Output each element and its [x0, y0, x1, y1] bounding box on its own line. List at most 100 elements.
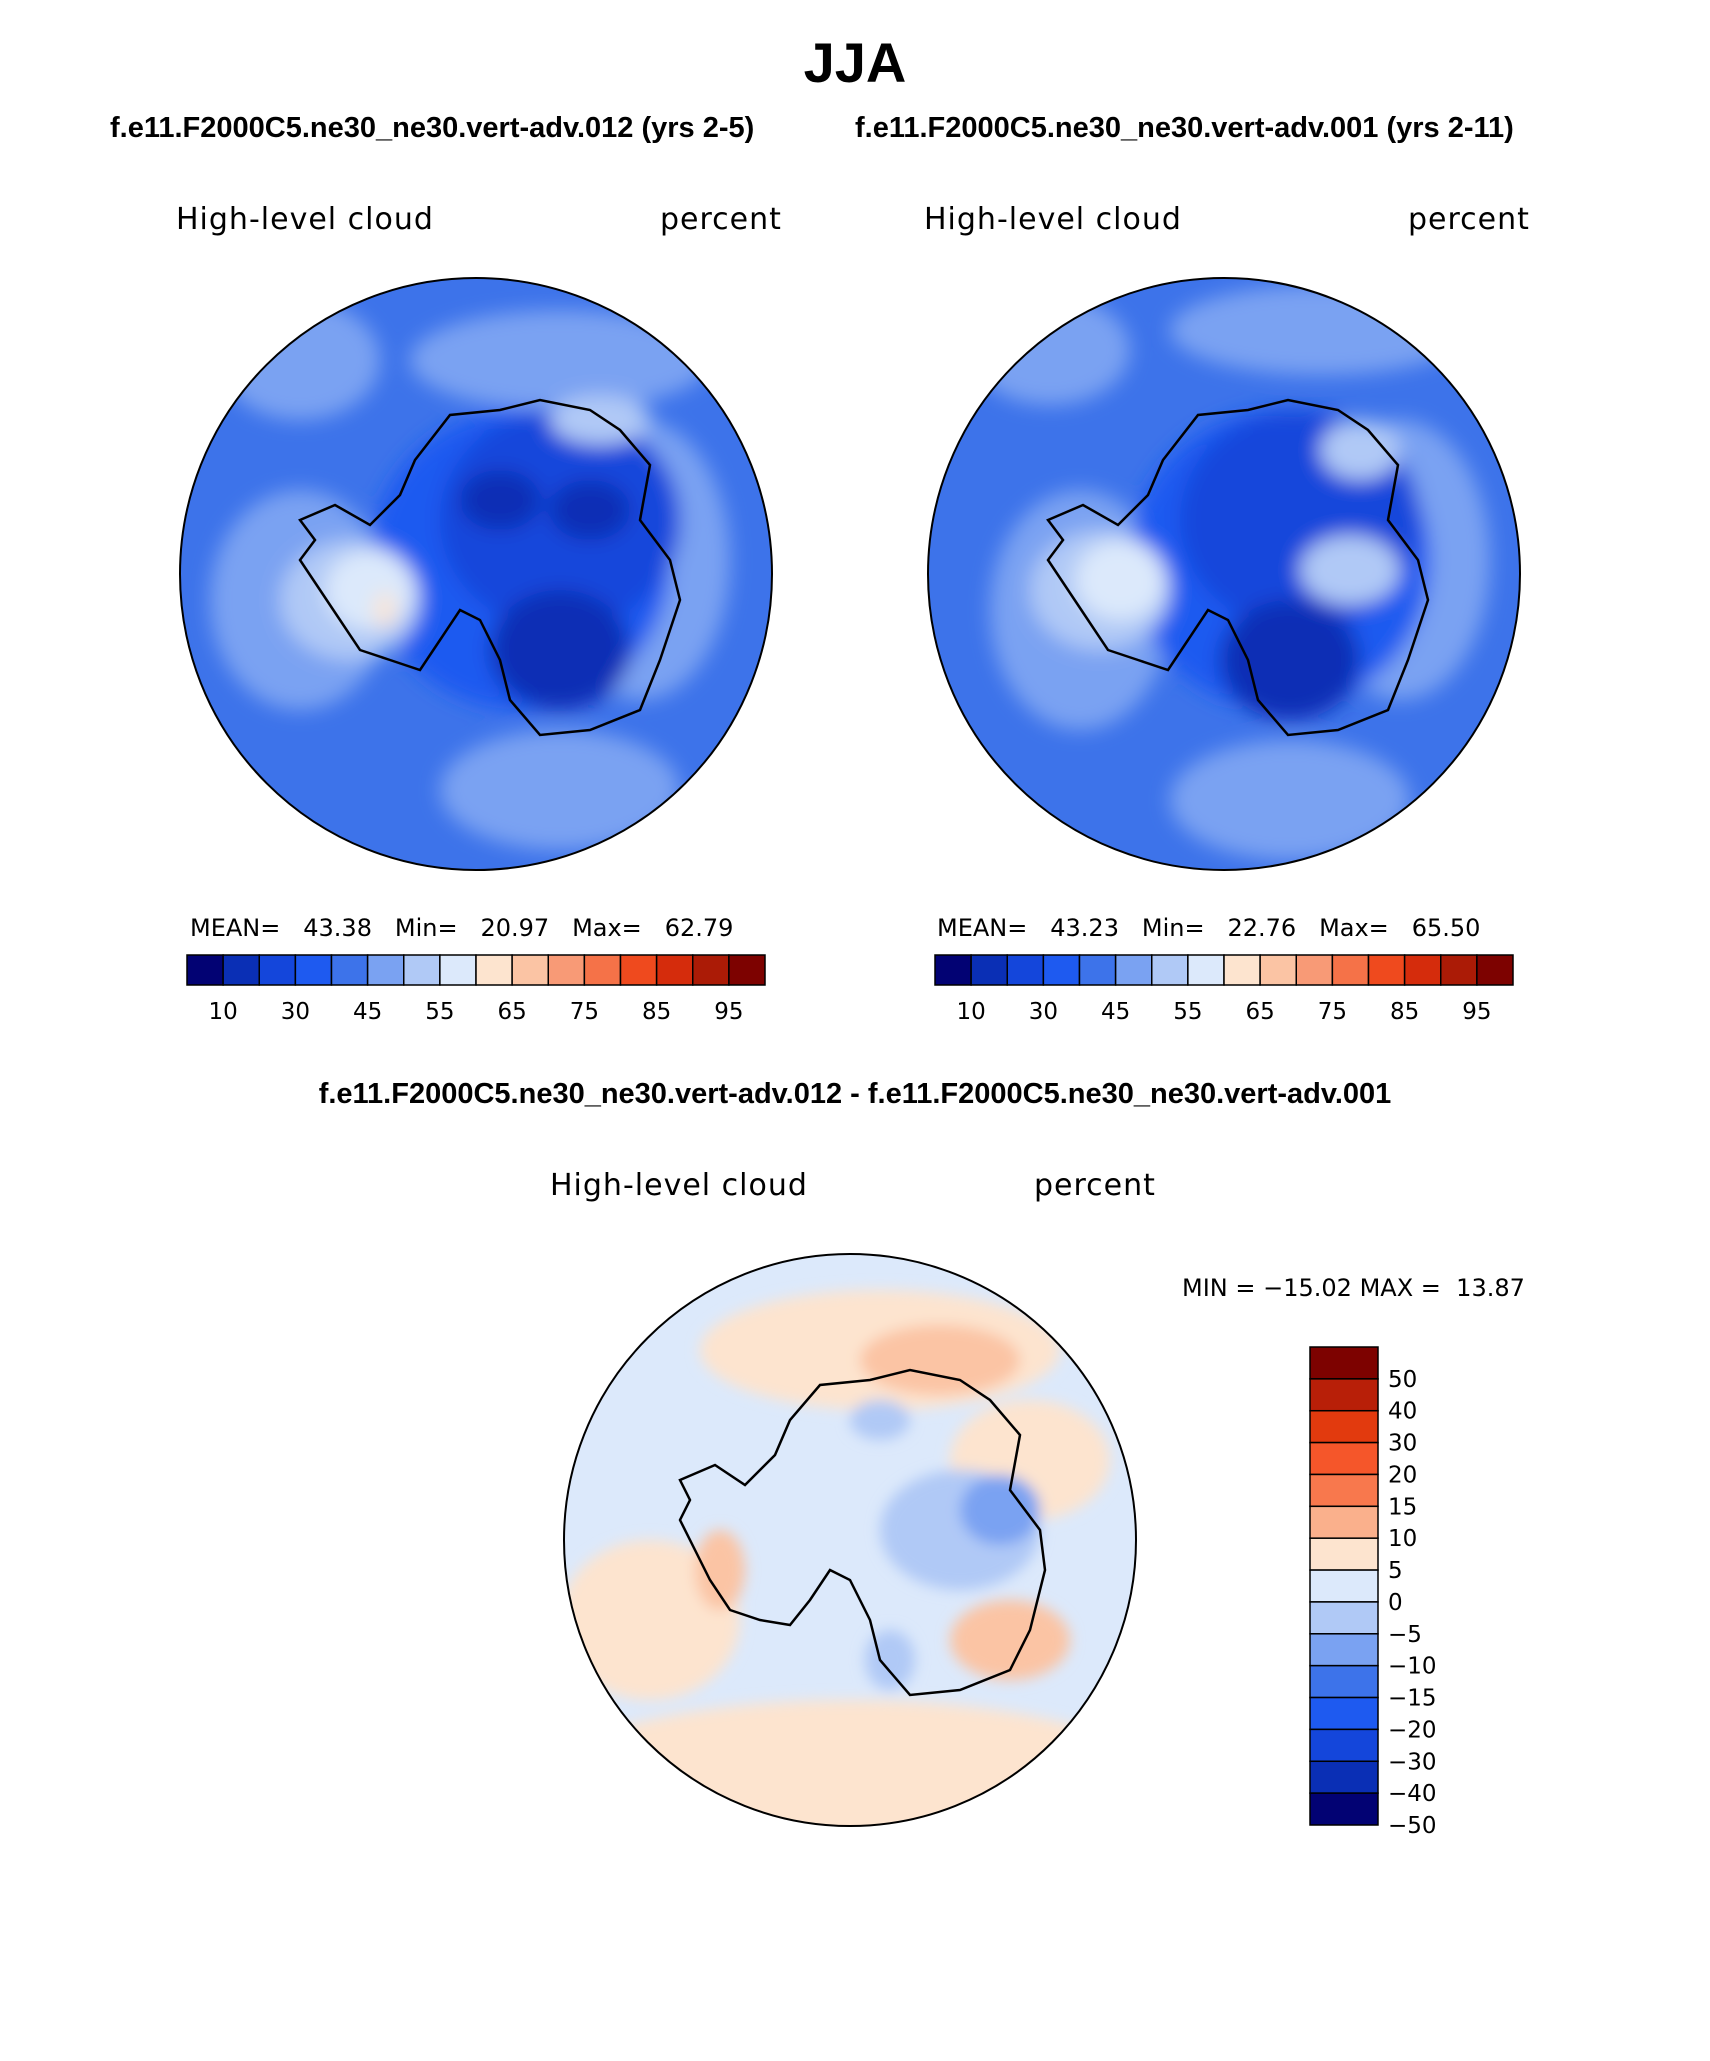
colorbar-tick-label: 65 [1245, 999, 1274, 1025]
colorbar-tick-label: −40 [1388, 1781, 1437, 1807]
panel2-units-label: percent [1408, 202, 1530, 237]
colorbar-swatch [1078, 954, 1117, 986]
colorbar-swatch [1006, 954, 1045, 986]
colorbar-swatch [1367, 954, 1406, 986]
panel3-map [563, 1253, 1137, 1827]
panel2-max-value: 65.50 [1411, 914, 1481, 942]
colorbar-swatch [1223, 954, 1261, 986]
colorbar-swatch [728, 954, 766, 986]
colorbar-swatch [1187, 954, 1225, 986]
colorbar-swatch [934, 954, 972, 986]
colorbar-tick-label: 65 [497, 999, 526, 1025]
colorbar-tick-label: 10 [208, 999, 237, 1025]
colorbar-swatch [619, 954, 658, 986]
panel3-max-label: MAX = [1359, 1274, 1441, 1302]
colorbar-swatch [1309, 1664, 1379, 1699]
colorbar-tick-label: −15 [1388, 1686, 1437, 1712]
colorbar-tick-label: 95 [714, 999, 743, 1025]
panel2-map [927, 277, 1521, 871]
colorbar-swatch [1309, 1505, 1379, 1539]
colorbar-swatch [1309, 1728, 1379, 1763]
panel1-antarctica-coastline [298, 398, 682, 737]
colorbar-tick-label: 0 [1388, 1590, 1403, 1616]
panel3-stats: MIN = −15.02 MAX = 13.87 [1182, 1274, 1525, 1302]
colorbar-swatch [330, 954, 369, 986]
colorbar-swatch [1440, 954, 1478, 986]
panel1-min-value: 20.97 [480, 914, 550, 942]
colorbar-swatch [1309, 1537, 1379, 1571]
colorbar-swatch [294, 954, 333, 986]
colorbar-swatch [1403, 954, 1442, 986]
colorbar-swatch [1309, 1760, 1379, 1794]
panel1-field-contours [210, 300, 730, 850]
colorbar-swatch [583, 954, 622, 986]
panel2-stats: MEAN= 43.23 Min= 22.76 Max= 65.50 [937, 914, 1480, 942]
colorbar-tick-label: 50 [1388, 1367, 1417, 1393]
colorbar-swatch [1309, 1601, 1379, 1635]
colorbar-tick-label: 75 [570, 999, 599, 1025]
panel2-min-value: 22.76 [1227, 914, 1297, 942]
colorbar-tick-label: 40 [1388, 1399, 1417, 1425]
colorbar-tick-label: −10 [1388, 1654, 1437, 1680]
colorbar-tick-label: 55 [425, 999, 454, 1025]
colorbar-swatch [475, 954, 513, 986]
panel2-max-label: Max= [1319, 914, 1389, 942]
colorbar-swatch [655, 954, 694, 986]
panel2-map-border [927, 277, 1521, 871]
colorbar-swatch [439, 954, 477, 986]
panel3-antarctica-coastline [678, 1368, 1047, 1697]
panel3-variable-label: High-level cloud [550, 1168, 808, 1203]
panel1-units-label: percent [660, 202, 782, 237]
colorbar-tick-label: 95 [1462, 999, 1491, 1025]
panel2-min-label: Min= [1141, 914, 1205, 942]
colorbar-swatch [1042, 954, 1081, 986]
panel1-min-label: Min= [394, 914, 458, 942]
colorbar-swatch [1309, 1409, 1379, 1444]
colorbar-tick-label: 30 [281, 999, 310, 1025]
colorbar-tick-label: 30 [1388, 1431, 1417, 1457]
colorbar-swatch [1309, 1473, 1379, 1508]
panel2-mean-value: 43.23 [1050, 914, 1119, 942]
colorbar-tick-label: 85 [642, 999, 671, 1025]
panel1-max-label: Max= [572, 914, 642, 942]
colorbar-tick-label: −50 [1388, 1813, 1437, 1839]
colorbar-swatch [1309, 1378, 1379, 1412]
case-title-left: f.e11.F2000C5.ne30_ne30.vert-adv.012 (yr… [110, 112, 755, 144]
colorbar-tick-label: −20 [1388, 1717, 1437, 1743]
colorbar-tick-label: 45 [353, 999, 382, 1025]
colorbar-swatch [366, 954, 405, 986]
case-title-right: f.e11.F2000C5.ne30_ne30.vert-adv.001 (yr… [855, 112, 1514, 144]
panel1-variable-label: High-level cloud [176, 202, 434, 237]
colorbar-tick-label: 5 [1388, 1558, 1403, 1584]
colorbar-swatch [692, 954, 730, 986]
panel1-map [179, 277, 773, 871]
panel3-units-label: percent [1034, 1168, 1156, 1203]
colorbar-swatch [970, 954, 1008, 986]
panel3-max-value: 13.87 [1456, 1274, 1525, 1302]
panel1-stats: MEAN= 43.38 Min= 20.97 Max= 62.79 [190, 914, 733, 942]
colorbar-tick-label: 20 [1388, 1462, 1417, 1488]
colorbar-tick-label: 30 [1029, 999, 1058, 1025]
colorbar-swatch [1259, 954, 1297, 986]
colorbar-tick-label: 10 [956, 999, 985, 1025]
panel3-map-border [563, 1253, 1137, 1827]
panel2-antarctica-coastline [1046, 398, 1430, 737]
panel1-max-value: 62.79 [664, 914, 734, 942]
panel1-mean-value: 43.38 [303, 914, 372, 942]
colorbar-swatch [1309, 1633, 1379, 1667]
colorbar-swatch [186, 954, 224, 986]
colorbar-swatch [511, 954, 549, 986]
page-title: JJA [803, 31, 907, 94]
colorbar-tick-label: −30 [1388, 1749, 1437, 1775]
colorbar-tick-label: 45 [1101, 999, 1130, 1025]
panel2-mean-label: MEAN= [937, 914, 1028, 942]
panel1-map-border [179, 277, 773, 871]
colorbar-swatch [547, 954, 586, 986]
colorbar-tick-label: 10 [1388, 1526, 1417, 1552]
panel3-field-contours [564, 1290, 1136, 1826]
panel2-variable-label: High-level cloud [924, 202, 1182, 237]
colorbar-tick-label: 15 [1388, 1494, 1417, 1520]
colorbar-tick-label: 75 [1318, 999, 1347, 1025]
